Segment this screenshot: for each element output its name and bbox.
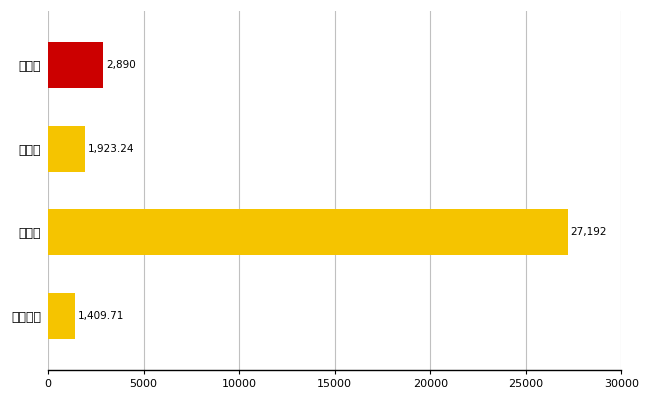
Text: 2,890: 2,890: [106, 60, 136, 70]
Text: 1,923.24: 1,923.24: [88, 144, 134, 154]
Bar: [48, 209, 567, 255]
Bar: [48, 42, 103, 88]
Text: 27,192: 27,192: [571, 227, 607, 237]
Text: 1,409.71: 1,409.71: [78, 311, 124, 321]
Bar: [48, 293, 75, 338]
Bar: [48, 126, 84, 172]
